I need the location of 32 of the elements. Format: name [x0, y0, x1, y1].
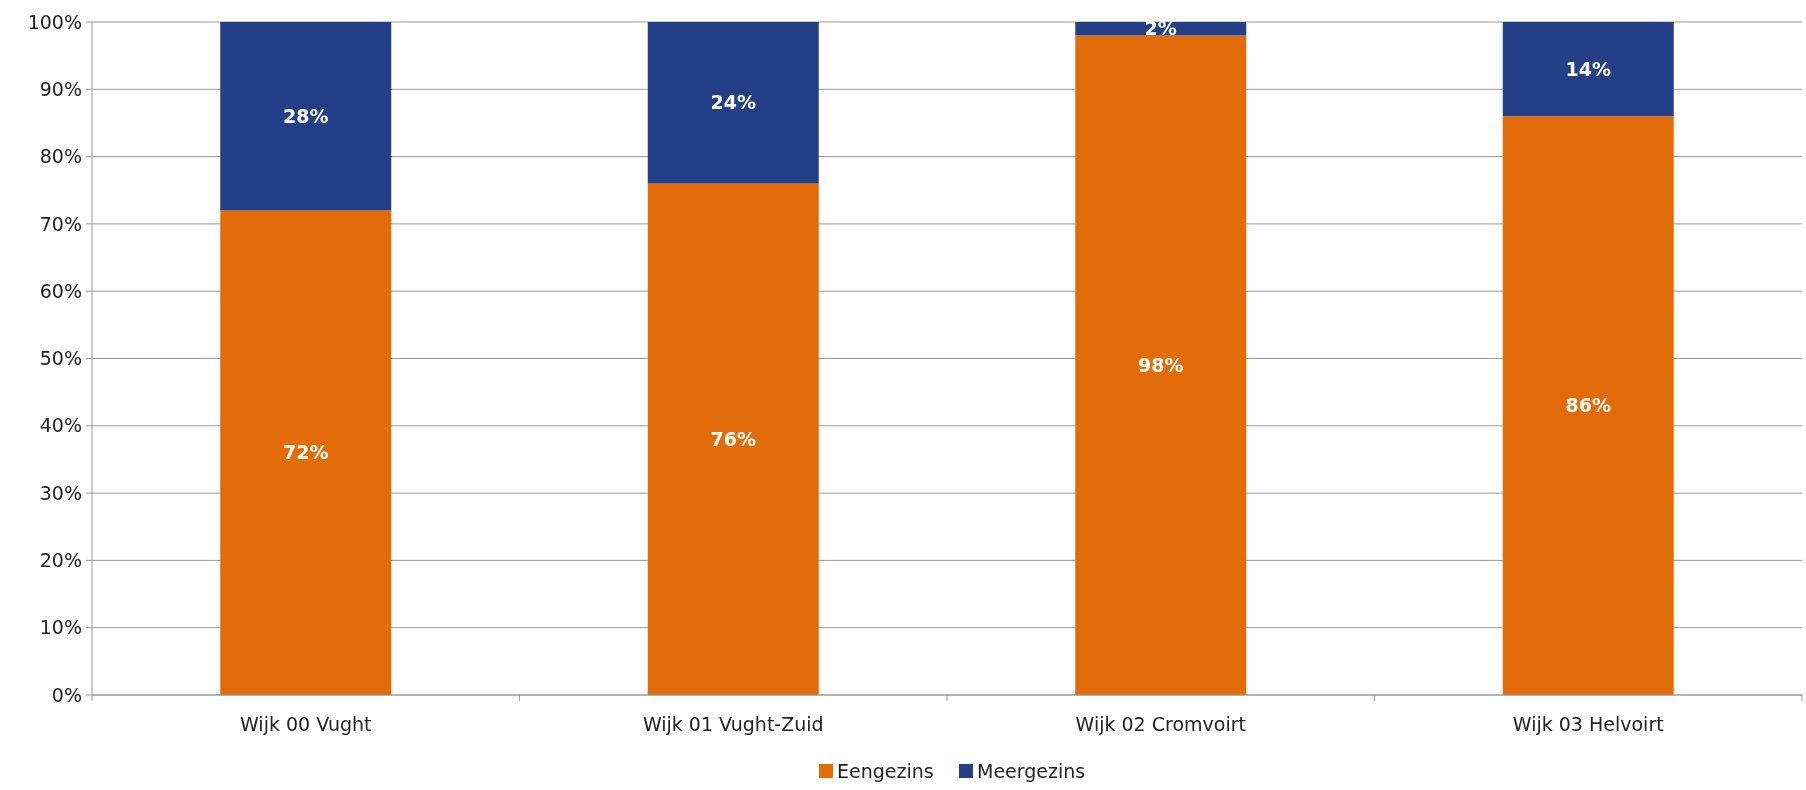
data-label: 2% [1144, 17, 1177, 40]
bar [220, 210, 392, 695]
y-tick-label: 20% [39, 549, 82, 572]
data-label: 86% [1565, 394, 1611, 417]
x-tick-label: Wijk 00 Vught [240, 713, 372, 735]
data-label: 72% [283, 441, 329, 464]
data-label: 28% [283, 104, 329, 127]
y-tick-label: 40% [39, 414, 82, 437]
bar [1502, 22, 1674, 117]
y-tick-label: 100% [27, 10, 82, 33]
y-tick-label: 70% [39, 212, 82, 235]
y-tick-label: 60% [39, 279, 82, 302]
x-tick-label: Wijk 01 Vught-Zuid [642, 713, 824, 735]
y-tick-label: 80% [39, 145, 82, 168]
y-tick-label: 0% [51, 683, 82, 706]
x-tick-label: Wijk 03 Helvoirt [1512, 713, 1664, 735]
y-tick-label: 10% [39, 616, 82, 639]
legend-label: Meergezins [977, 760, 1086, 782]
legend-label: Eengezins [837, 760, 934, 782]
x-tick-label: Wijk 02 Cromvoirt [1075, 713, 1246, 735]
bar [1075, 35, 1247, 695]
data-label: 14% [1565, 57, 1611, 80]
y-tick-label: 30% [39, 481, 82, 504]
bar [647, 22, 819, 184]
bar [1502, 116, 1674, 695]
data-label: 76% [710, 427, 756, 450]
y-tick-label: 50% [39, 347, 82, 370]
data-label: 98% [1138, 353, 1184, 376]
bar [647, 183, 819, 695]
data-label: 24% [710, 91, 756, 114]
bar [220, 22, 392, 211]
y-tick-label: 90% [39, 77, 82, 100]
